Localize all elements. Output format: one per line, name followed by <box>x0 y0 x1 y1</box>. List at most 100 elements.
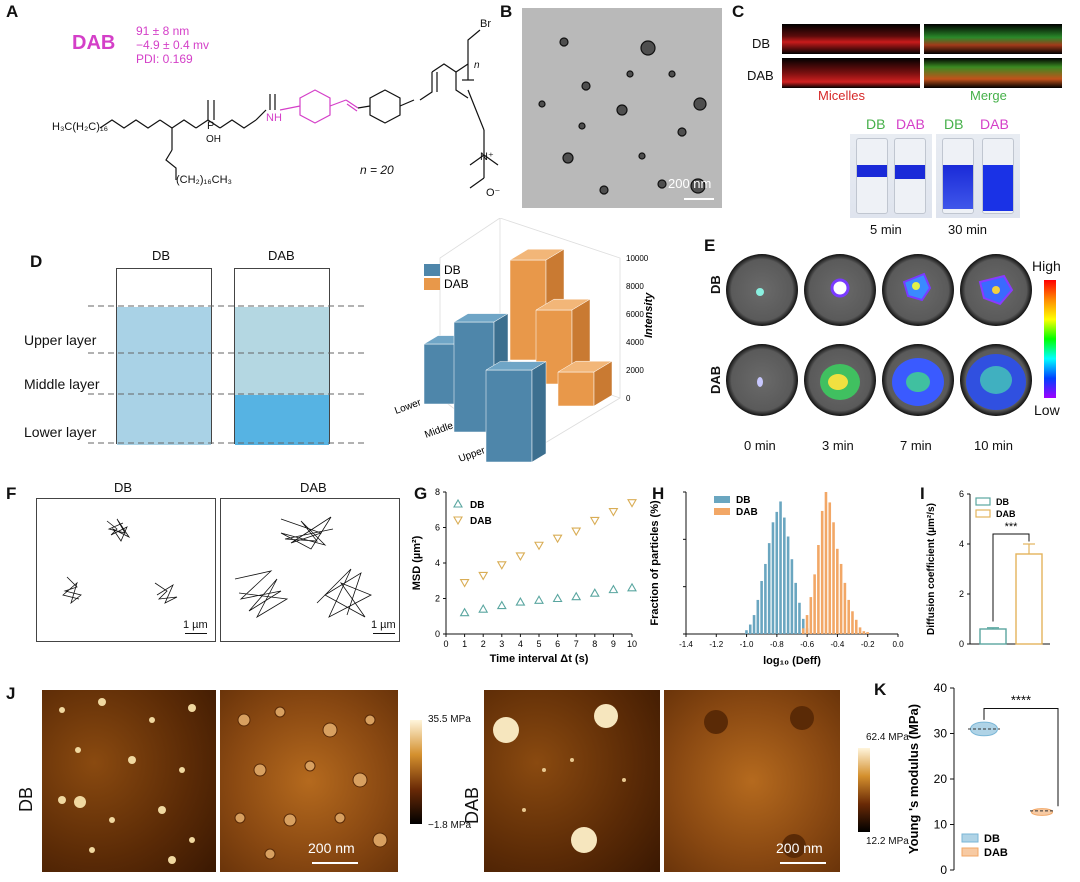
hist-bar-dab <box>832 522 835 634</box>
time-0min: 0 min <box>744 438 776 453</box>
colorbar-low: Low <box>1034 402 1060 418</box>
colorbar-high: High <box>1032 258 1061 274</box>
dab-size: 91 ± 8 nm <box>136 24 190 38</box>
vial-db-30min <box>942 138 974 214</box>
z-tick-3d: 4000 <box>626 338 644 347</box>
x-tick-label-g: 6 <box>555 639 560 649</box>
carboxylate: O⁻ <box>486 187 501 199</box>
legend-dab-3d: DAB <box>444 277 469 291</box>
z-tick-3d: 8000 <box>626 282 644 291</box>
y-tick-label-k: 0 <box>940 863 947 877</box>
panel-label-c: C <box>732 2 745 21</box>
dab-pdi: PDI: 0.169 <box>136 52 193 66</box>
hist-bar-dab <box>801 628 805 634</box>
n-subscript: n <box>474 60 480 71</box>
x-tick-label-h: -1.0 <box>740 640 754 649</box>
afm-dab-modulus: 200 nm <box>664 690 840 872</box>
legend-marker-g-db <box>453 498 463 508</box>
vial-photo-30min <box>936 134 1020 218</box>
hist-bar-db <box>752 615 756 634</box>
vial-db-5min-layer <box>857 165 887 177</box>
f-scale-bar-db <box>185 633 207 634</box>
confocal-dab-micelles <box>782 58 920 88</box>
hist-bar-dab <box>805 615 809 634</box>
hist-bar-dab <box>843 582 847 634</box>
bar-dab <box>1015 553 1043 645</box>
tem-particles <box>538 37 707 195</box>
cb1-max: 35.5 MPa <box>428 714 471 725</box>
hist-bar-dab <box>836 548 839 634</box>
point-db <box>496 600 507 610</box>
x-tick-label-g: 1 <box>462 639 467 649</box>
vial-dab-5min <box>894 138 926 214</box>
hist-bar-dab <box>858 627 862 634</box>
bromine: Br <box>480 18 491 30</box>
tem-scale-bar <box>684 198 714 200</box>
hist-bar-dab <box>854 619 858 634</box>
e-row-dab: DAB <box>708 365 723 394</box>
time-7min: 7 min <box>900 438 932 453</box>
dab-zeta: −4.9 ± 0.4 mv <box>136 38 209 52</box>
youngs-modulus-chart: 0 10 20 30 40 DB DAB **** Young 's modulus (MPa) <box>906 681 1059 877</box>
legend-label-g-db: DB <box>470 500 484 511</box>
trajectory-box-db: 1 µm <box>36 498 216 642</box>
y-tick-label-i: 2 <box>959 589 964 599</box>
afm-db-height-particles <box>58 698 196 864</box>
bar-db <box>979 628 1007 645</box>
point-dab <box>627 499 637 508</box>
point-db <box>478 604 489 613</box>
panel-label-h: H <box>652 484 665 503</box>
point-dab <box>496 561 507 570</box>
tube-dab <box>234 268 330 445</box>
point-db <box>552 593 563 603</box>
afm-dab-height <box>484 690 660 872</box>
hist-bar-dab <box>820 510 824 634</box>
hist-bar-db <box>779 501 782 634</box>
afm-db-modulus-particles <box>234 706 388 860</box>
hist-bar-db <box>756 599 760 634</box>
hist-bar-db <box>767 543 771 634</box>
legend-label-g-dab: DAB <box>470 516 492 527</box>
point-dab <box>515 552 526 562</box>
x-tick-label-g: 10 <box>627 639 637 649</box>
x-tick-label-h: -0.6 <box>800 640 814 649</box>
dab-name: DAB <box>72 32 116 54</box>
hist-bar-db <box>801 618 805 634</box>
caption-micelles: Micelles <box>818 88 865 103</box>
point-db <box>515 596 526 606</box>
j-scale-bar-db <box>312 862 358 864</box>
fluorescence-dishes <box>726 254 1032 416</box>
z-axis-label-3d: Intensity <box>643 292 655 338</box>
f-title-db: DB <box>114 480 133 495</box>
hist-bar-db <box>764 563 767 634</box>
x-tick-label-h: -0.8 <box>770 640 784 649</box>
colorbar-j2 <box>858 748 870 832</box>
cb2-max: 62.4 MPa <box>866 732 909 743</box>
f-title-dab: DAB <box>300 480 327 495</box>
significance-label-k: **** <box>1011 692 1031 707</box>
significance-bracket-i <box>992 533 1030 622</box>
vial-db-30min-layer <box>943 165 973 209</box>
point-dab <box>478 571 489 581</box>
x-tick-label-h: -0.4 <box>831 640 845 649</box>
legend-marker-g-dab <box>453 516 463 526</box>
point-db <box>459 607 470 617</box>
legend-label-h-db: DB <box>736 495 750 506</box>
point-dab <box>571 527 582 537</box>
f-scale-bar-dab <box>373 633 395 634</box>
x-tick-label-g: 0 <box>443 639 448 649</box>
z-tick-3d: 0 <box>626 394 631 403</box>
x-tick-label-h: -1.4 <box>679 640 693 649</box>
panel-label-b: B <box>500 2 513 21</box>
x-tick-label-g: 3 <box>499 639 504 649</box>
point-dab <box>608 507 619 517</box>
hist-bar-db <box>775 511 779 634</box>
vial-dab-5min-layer <box>895 165 925 179</box>
bar3d-dab-upper-front <box>557 371 595 407</box>
x-axis-label-g: Time interval Δt (s) <box>490 653 589 665</box>
j-scale-bar-dab <box>780 862 826 864</box>
cat-middle: Middle <box>423 420 455 441</box>
point-dab <box>589 516 600 526</box>
j-scale-dab: 200 nm <box>776 840 823 856</box>
f-scale-dab: 1 µm <box>371 619 396 631</box>
